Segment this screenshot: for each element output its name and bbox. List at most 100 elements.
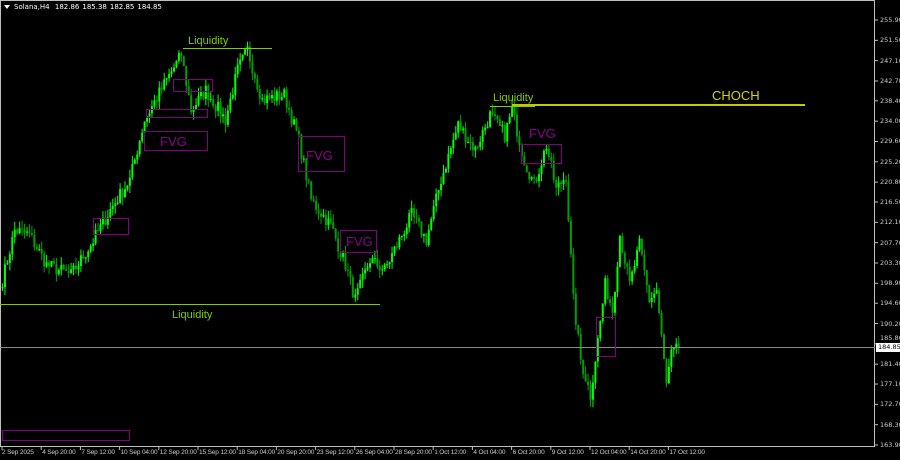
candle [511, 100, 514, 118]
time-tick-label: 2 Sep 2025 [2, 449, 34, 456]
candle [165, 77, 168, 86]
ohlc-high: 185.38 [82, 3, 107, 11]
candle [116, 195, 119, 206]
price-tick-label: 216.50 [880, 198, 900, 206]
candle [427, 224, 430, 247]
fvg-box-9[interactable] [2, 430, 130, 441]
candle [618, 234, 621, 268]
time-tick-label: 4 Oct 04:00 [473, 449, 506, 456]
candle [253, 71, 256, 84]
candle [320, 209, 322, 224]
candle [471, 136, 474, 157]
candle [97, 222, 100, 232]
candle [569, 216, 572, 258]
candle [672, 346, 675, 358]
candle [366, 262, 369, 272]
candle [606, 275, 609, 300]
time-tick-label: 26 Sep 04:00 [355, 449, 393, 456]
candle [126, 185, 129, 192]
candle [388, 261, 391, 269]
time-tick-label: 17 Oct 12:00 [669, 449, 705, 456]
liquidity-line-top[interactable] [183, 48, 272, 49]
candle [513, 99, 516, 121]
candle [486, 121, 489, 129]
choch-line[interactable] [512, 104, 805, 106]
candle [275, 88, 278, 106]
fvg-box-8[interactable] [596, 317, 616, 357]
chart-title: Solana,H4 182.86 185.38 182.85 184.85 [4, 3, 165, 11]
fvg-box-2[interactable] [298, 136, 345, 172]
candle [650, 291, 653, 308]
liquidity-line-right[interactable] [490, 106, 535, 107]
candle [631, 270, 634, 285]
price-tick-label: 229.60 [880, 137, 900, 146]
candle [457, 120, 460, 138]
candle [356, 283, 359, 301]
candle [381, 264, 384, 276]
candle [153, 94, 156, 110]
candle [114, 197, 117, 214]
candle [663, 332, 665, 360]
candle [170, 66, 173, 78]
candle [557, 176, 560, 196]
candle [312, 195, 315, 203]
time-tick-label: 23 Sep 12:00 [316, 449, 354, 456]
candle [609, 296, 612, 307]
price-tick-label: 181.40 [880, 360, 900, 369]
price-tick-label: 234.00 [880, 117, 900, 126]
price-tick-label: 198.90 [880, 279, 900, 288]
time-tick-label: 20 Sep 20:00 [277, 449, 315, 456]
fvg-box-3[interactable] [340, 230, 377, 253]
candle [60, 257, 63, 276]
candle [643, 249, 646, 276]
candle [285, 86, 288, 113]
candle [190, 88, 193, 115]
candle [582, 359, 585, 379]
candle [121, 188, 124, 206]
candle [55, 257, 58, 282]
price-tick-label: 185.80 [880, 334, 900, 342]
fvg-box-6[interactable] [146, 109, 208, 118]
candle [364, 262, 367, 280]
candle [77, 261, 80, 276]
candle [638, 235, 641, 252]
candle [70, 263, 73, 274]
candle [346, 263, 349, 277]
candle [440, 176, 443, 197]
candle [62, 263, 65, 271]
candle [67, 264, 70, 278]
candle [219, 97, 222, 124]
fvg-box-4[interactable] [521, 144, 562, 164]
candle [408, 209, 411, 233]
candle [648, 284, 651, 303]
fvg-box-7[interactable] [93, 218, 129, 235]
candle [241, 54, 244, 62]
candle [302, 155, 305, 163]
candle [293, 115, 296, 126]
candle [280, 92, 283, 101]
candle [454, 126, 457, 140]
candle [155, 95, 158, 110]
price-tick-label: 220.80 [880, 178, 900, 187]
fvg-box-1[interactable] [144, 131, 208, 151]
candle [337, 231, 340, 259]
candle [307, 178, 310, 185]
symbol: Solana,H4 [14, 3, 50, 11]
candle [599, 320, 602, 342]
candle [645, 269, 648, 294]
candle [369, 258, 371, 273]
candle [469, 134, 472, 151]
candle [444, 167, 447, 174]
candle [332, 214, 335, 230]
candle [160, 81, 163, 95]
liquidity-label-right: Liquidity [493, 92, 534, 104]
ohlc-low: 182.85 [109, 3, 135, 11]
candle [565, 175, 567, 187]
candle [481, 126, 484, 151]
candle [175, 60, 178, 69]
time-tick-label: 14 Oct 20:00 [630, 449, 666, 456]
liquidity-line-bottom[interactable] [0, 304, 380, 305]
time-tick-label: 1 Oct 12:00 [434, 449, 467, 456]
collapse-triangle-icon[interactable] [4, 5, 10, 9]
fvg-box-5[interactable] [173, 79, 213, 92]
